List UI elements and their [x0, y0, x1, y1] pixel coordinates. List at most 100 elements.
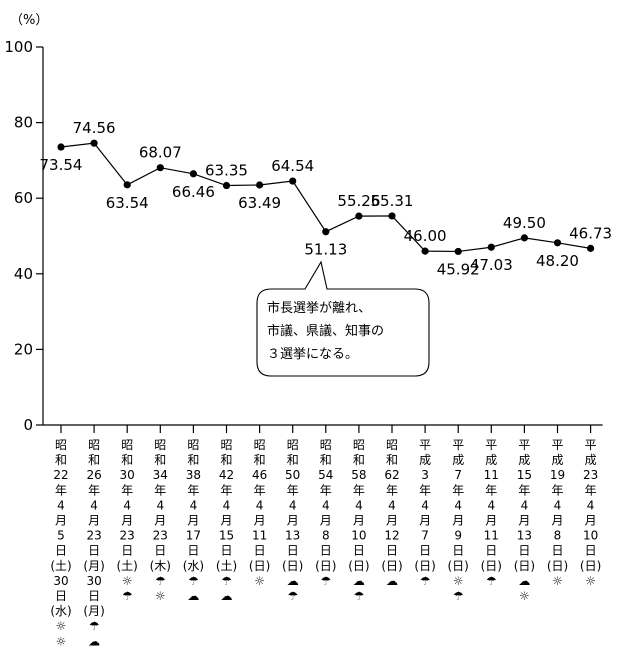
x-label-glyph: 日 — [154, 544, 166, 558]
x-label-glyph: 昭 — [287, 438, 299, 452]
x-label-glyph: (日) — [448, 559, 469, 573]
x-label-glyph: 月 — [485, 514, 497, 528]
x-label-glyph: 4 — [521, 498, 529, 512]
x-label-glyph: 日 — [419, 544, 431, 558]
x-label-glyph: 年 — [320, 483, 332, 497]
x-label-glyph: (日) — [348, 559, 369, 573]
x-label-glyph: 年 — [585, 483, 597, 497]
x-label-glyph: 46 — [252, 468, 267, 482]
data-label: 55.31 — [371, 192, 414, 210]
x-label-glyph: 9 — [454, 529, 462, 543]
x-label-glyph: (日) — [514, 559, 535, 573]
x-label-glyph: 日 — [187, 544, 199, 558]
x-label-glyph: 23 — [153, 529, 168, 543]
x-label-glyph: ☼ — [56, 634, 67, 648]
x-label-glyph: 日 — [353, 544, 365, 558]
annotation-callout: 市長選挙が離れ、市議、県議、知事の ３選挙になる。 — [256, 260, 430, 377]
y-tick-label: 40 — [14, 265, 33, 283]
x-label-glyph: 4 — [322, 498, 330, 512]
x-label-glyph: 昭 — [154, 438, 166, 452]
data-point — [289, 177, 297, 185]
x-label-glyph: (日) — [249, 559, 270, 573]
x-label-glyph: 11 — [484, 529, 499, 543]
annotation-text-line: 市長選挙が離れ、 — [267, 300, 371, 316]
x-label-glyph: 4 — [156, 498, 164, 512]
x-label-glyph: 4 — [554, 498, 562, 512]
data-point — [322, 228, 330, 236]
data-points — [57, 139, 595, 256]
y-axis-unit-label: （%） — [10, 13, 48, 28]
x-label-glyph: ☼ — [122, 574, 133, 588]
x-label-glyph: 月 — [88, 514, 100, 528]
x-label-glyph: 日 — [551, 544, 563, 558]
x-label-glyph: 月 — [220, 514, 232, 528]
x-label-glyph: ☼ — [519, 589, 530, 603]
x-label-glyph: 平 — [419, 438, 431, 452]
x-label-glyph: ☂ — [89, 619, 100, 633]
x-label-glyph: 和 — [220, 453, 232, 467]
data-point — [520, 234, 529, 242]
x-label-glyph: ☁ — [221, 589, 233, 603]
x-label-glyph: (日) — [282, 559, 303, 573]
x-label-glyph: 8 — [322, 529, 330, 543]
x-label-glyph: 7 — [454, 468, 462, 482]
x-label-glyph: 4 — [256, 498, 264, 512]
x-label-glyph: 和 — [287, 453, 299, 467]
x-label-glyph: (月) — [83, 559, 104, 573]
x-label-glyph: 11 — [252, 529, 267, 543]
x-label-glyph: ☁ — [518, 574, 530, 588]
x-label-glyph: 15 — [517, 468, 532, 482]
annotation-text-line: 市議、県議、知事の — [267, 323, 384, 339]
x-label-glyph: (日) — [481, 559, 502, 573]
data-label: 63.35 — [205, 162, 248, 180]
x-label-glyph: 8 — [554, 529, 562, 543]
x-label-glyph: 年 — [121, 483, 133, 497]
data-point — [57, 143, 65, 151]
x-label-glyph: 月 — [452, 514, 464, 528]
x-label-glyph: 平 — [452, 438, 464, 452]
x-label-glyph: 平 — [485, 438, 497, 452]
x-label-glyph: 日 — [287, 544, 299, 558]
y-tick-label: 100 — [4, 38, 33, 56]
data-label: 55.26 — [337, 192, 380, 210]
x-label-glyph: 成 — [452, 453, 464, 467]
data-label: 63.54 — [106, 194, 149, 212]
x-label-glyph: 成 — [518, 453, 530, 467]
x-label-glyph: 4 — [421, 498, 429, 512]
y-tick-label: 0 — [23, 416, 33, 434]
x-label-glyph: 月 — [353, 514, 365, 528]
x-label-glyph: 30 — [53, 574, 68, 588]
x-label-glyph: 年 — [88, 483, 100, 497]
x-label-glyph: 11 — [484, 468, 499, 482]
x-label-glyph: (日) — [315, 559, 336, 573]
x-label-glyph: ☂ — [287, 589, 298, 603]
x-label-glyph: 4 — [388, 498, 396, 512]
x-label-glyph: 和 — [154, 453, 166, 467]
x-label-glyph: 年 — [187, 483, 199, 497]
x-label-glyph: 昭 — [353, 438, 365, 452]
x-label-glyph: ☼ — [56, 619, 67, 633]
x-label-glyph: ☼ — [585, 574, 596, 588]
x-label-glyph: 年 — [55, 483, 67, 497]
data-point — [487, 243, 495, 251]
x-label-glyph: 月 — [419, 514, 431, 528]
x-label-glyph: 和 — [187, 453, 199, 467]
annotation-text-line: ３選挙になる。 — [267, 347, 358, 362]
x-label-glyph: 日 — [121, 544, 133, 558]
x-label-glyph: 年 — [485, 483, 497, 497]
x-label-glyph: 平 — [585, 438, 597, 452]
x-label-glyph: 昭 — [187, 438, 199, 452]
x-label-glyph: ☂ — [122, 589, 133, 603]
axes — [42, 47, 603, 426]
x-label-glyph: 62 — [384, 468, 399, 482]
x-label-glyph: 成 — [585, 453, 597, 467]
data-point — [90, 139, 98, 147]
annotation-box — [256, 260, 430, 377]
x-label-glyph: 和 — [353, 453, 365, 467]
x-label-glyph: (日) — [547, 559, 568, 573]
x-label-glyph: ☼ — [552, 574, 563, 588]
x-label-glyph: 年 — [419, 483, 431, 497]
x-label-glyph: 10 — [351, 529, 366, 543]
x-label-glyph: 年 — [386, 483, 398, 497]
